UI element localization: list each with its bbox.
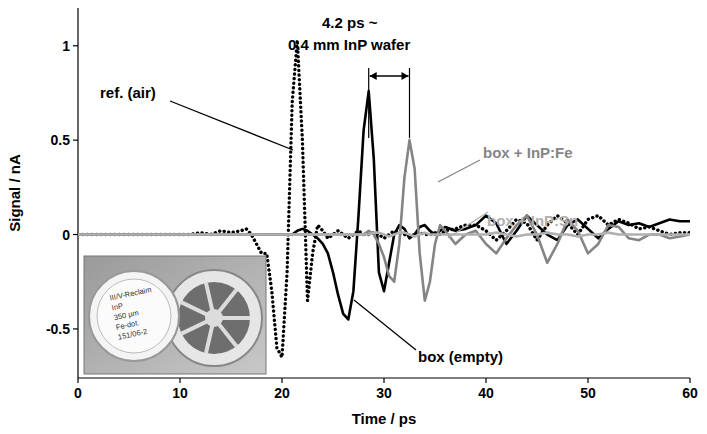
inset-photo: III/V-ReclaimInP350 µmFe-dot.151/06-2: [84, 256, 266, 374]
delay-marker: [409, 68, 410, 138]
series-label: ref. (air): [100, 84, 156, 101]
y-tick: [73, 328, 78, 329]
x-tick-label: 30: [376, 385, 392, 401]
x-tick: [485, 378, 486, 383]
inset-text: III/V-Reclaim: [109, 285, 152, 303]
y-axis-title: Signal / nA: [6, 154, 23, 232]
y-tick: [73, 234, 78, 235]
x-tick-label: 50: [580, 385, 596, 401]
chart: 0 10 20 30 40 50 60 -0.5 0 0.5 1 Time / ps Signal / …: [0, 0, 707, 434]
x-tick: [77, 378, 78, 383]
y-tick-label: 0: [62, 227, 70, 243]
y-tick-label: -0.5: [46, 321, 70, 337]
inset-text: 151/06-2: [117, 327, 148, 342]
y-tick-label: 0.5: [51, 132, 71, 148]
series-line: [78, 233, 690, 237]
holder-hub: [205, 309, 223, 327]
y-tick-label: 1: [62, 38, 70, 54]
x-tick: [587, 378, 588, 383]
label-leader: [354, 300, 416, 350]
arrow-head: [370, 72, 377, 80]
y-tick: [73, 140, 78, 141]
x-tick-label: 20: [274, 385, 290, 401]
series-label: box (empty): [418, 348, 503, 365]
inset-frame: [84, 256, 266, 374]
delay-marker: [368, 68, 369, 138]
label-leader: [448, 212, 488, 238]
label-leader: [438, 160, 480, 182]
x-axis-title: Time / ps: [352, 410, 417, 427]
x-tick: [281, 378, 282, 383]
x-tick-label: 0: [74, 385, 82, 401]
series-line: [78, 40, 690, 357]
x-tick-label: 10: [172, 385, 188, 401]
y-tick: [73, 45, 78, 46]
x-tick-label: 60: [682, 385, 698, 401]
label-leader: [170, 101, 293, 150]
container: [166, 270, 262, 366]
arrow-head: [402, 72, 409, 80]
x-tick: [383, 378, 384, 383]
series-label: box + InP:Fe: [483, 144, 573, 161]
lid: [89, 271, 179, 361]
plot-lines: [78, 40, 690, 357]
annotation: 0.4 mm InP wafer: [288, 36, 410, 53]
x-tick: [689, 378, 690, 383]
x-tick: [179, 378, 180, 383]
annotation: 4.2 ps ~: [322, 14, 378, 31]
wafer: [178, 282, 250, 354]
x-tick-label: 40: [478, 385, 494, 401]
series-label: box + InP:Sn: [487, 212, 578, 229]
lid-label: [97, 279, 171, 353]
y-axis: [77, 8, 78, 378]
